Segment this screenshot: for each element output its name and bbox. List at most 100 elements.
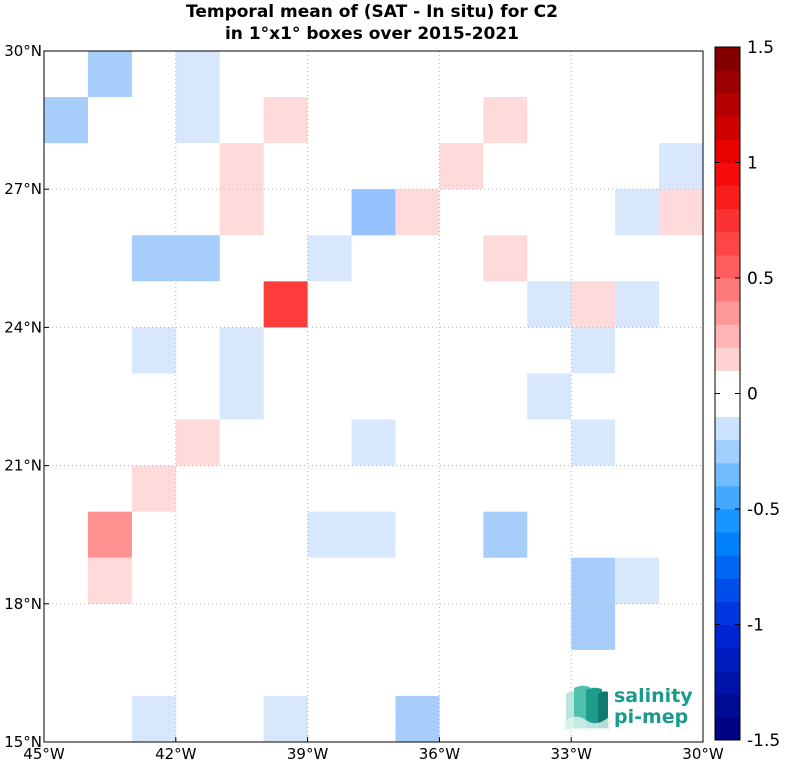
colorbar-segment [715,439,740,464]
colorbar-segment [715,254,740,279]
colorbar-segment [715,693,740,718]
heatmap-cell [175,235,220,282]
heatmap-cell [395,695,440,742]
colorbar-segment [715,185,740,210]
heatmap-cell [87,557,132,604]
heatmap-cell [615,189,660,236]
colorbar-tick-label: -1.5 [747,731,780,751]
y-tick-label: 15°N [4,733,42,751]
heatmap-cell [131,327,176,374]
colorbar-tick-label: 1.5 [747,38,774,58]
colorbar-segment [715,347,740,371]
colorbar-segment [715,278,740,302]
heatmap-cell [659,189,703,236]
colorbar-segment [715,509,740,533]
heatmap-cell [615,281,660,328]
heatmap-cell [219,143,264,190]
salinity-waves-icon [564,685,610,730]
x-axis-ticks: 45°W 42°W 39°W 36°W 33°W 30°W [23,737,724,763]
colorbar-tick-label: 0 [747,385,758,405]
colorbar-tick-label: -0.5 [747,500,780,520]
colorbar-segment [715,70,740,94]
heatmap-cell [219,189,264,236]
plot-frame [43,50,704,743]
colorbar-segment [715,578,740,602]
colorbar-segment [715,393,740,418]
colorbar-tick-label: 0.5 [747,269,774,289]
chart-title-line-1: Temporal mean of (SAT - In situ) for C2 [186,2,558,22]
heatmap-cell [263,97,308,144]
map-plot-area: 45°W 42°W 39°W 36°W 33°W 30°W 30°N 27°N 24°N 21°… [4,42,724,763]
colorbar-segment [715,139,740,163]
heatmap-cell [351,189,396,236]
heatmap-cell [571,557,616,604]
x-tick-label: 39°W [287,745,329,763]
heatmap-cell [571,327,616,374]
colorbar-segment [715,324,740,348]
heatmap-cell [263,695,308,742]
x-tick-label: 42°W [155,745,197,763]
y-axis-ticks: 30°N 27°N 24°N 21°N 18°N 15°N [4,42,49,751]
colorbar-segment [715,47,740,71]
heatmap-cell [307,235,352,282]
colorbar-tick-label: 1 [747,154,758,174]
heatmap-cell [175,97,220,144]
heatmap-cell [571,419,616,466]
heatmap-cell [263,281,308,328]
heatmap-cell [131,465,176,512]
colorbar-segment [715,116,740,140]
colorbar: 1.5 1 0.5 0 -0.5 -1 -1.5 [714,38,780,751]
heatmap-cell [615,557,660,604]
colorbar-segment [715,485,740,510]
heatmap-cell [483,511,528,558]
colorbar-segment [715,231,740,256]
heatmap-cell [44,97,88,144]
heatmap-cell [439,143,484,190]
colorbar-segment [715,416,740,441]
heatmap-cell [175,419,220,466]
logo-text-salinity: salinity [614,685,693,707]
colorbar-segment [715,162,740,187]
heatmap-cell [527,373,572,420]
y-tick-label: 24°N [4,318,42,336]
heatmap-cell [131,695,176,742]
colorbar-segment [715,647,740,672]
heatmap-cell [87,511,132,558]
x-tick-label: 45°W [23,745,65,763]
colorbar-segment [715,208,740,233]
heatmap-cell [87,51,132,98]
heatmap-cell [571,281,616,328]
y-tick-label: 21°N [4,457,42,475]
colorbar-segment [715,601,740,625]
x-tick-label: 30°W [682,745,724,763]
heatmap-cell [131,235,176,282]
heatmap-cell [219,327,264,374]
heatmap-cell [351,419,396,466]
heatmap-cell [395,189,440,236]
chart-title-line-2: in 1°x1° boxes over 2015-2021 [225,24,519,44]
heatmap-cell [351,511,396,558]
y-tick-label: 30°N [4,42,42,60]
heatmap-cell [659,143,703,190]
colorbar-segment [715,462,740,487]
heatmap-cell [571,603,616,650]
x-tick-label: 33°W [550,745,592,763]
heatmap-cell [483,235,528,282]
colorbar-segment [715,532,740,556]
colorbar-segment [715,624,740,649]
logo-text-pimep: pi-mep [614,706,688,728]
heatmap-cell [307,511,352,558]
heatmap-cell [219,373,264,420]
heatmap-cell [483,97,528,144]
colorbar-segment [715,716,740,741]
colorbar-segment [715,370,740,394]
salinity-pimep-logo: salinity pi-mep [564,685,693,730]
colorbar-segment [715,301,740,325]
heatmap-cell [527,281,572,328]
x-tick-label: 36°W [419,745,461,763]
y-tick-label: 27°N [4,180,42,198]
heatmap-cells [44,51,703,742]
colorbar-segment [715,555,740,579]
y-tick-label: 18°N [4,595,42,613]
